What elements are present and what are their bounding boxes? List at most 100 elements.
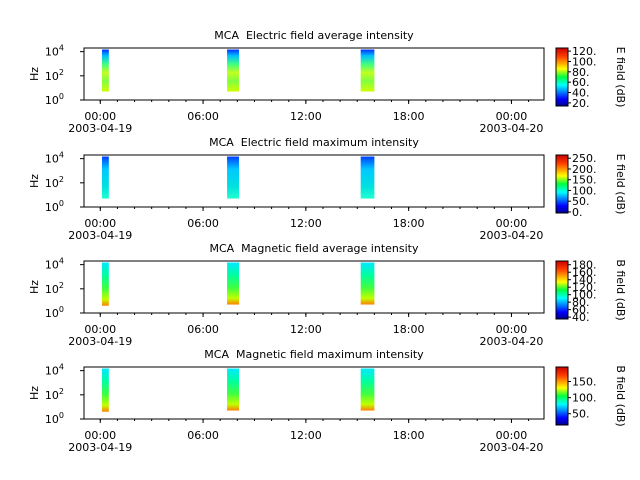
colorbar-tick-label: 140. bbox=[572, 274, 597, 287]
data-block bbox=[227, 49, 240, 92]
x-date-label: 2003-04-20 bbox=[479, 229, 543, 242]
plot-frame bbox=[83, 260, 545, 314]
data-block bbox=[227, 262, 240, 305]
x-tick-label: 06:00 bbox=[187, 110, 219, 123]
y-tick-base: 10 bbox=[45, 94, 59, 107]
colorbar-tick-label: 80. bbox=[572, 296, 590, 309]
x-tick-label: 00:00 bbox=[496, 429, 528, 442]
colorbar-tick-label: 20. bbox=[572, 97, 590, 110]
x-tick-label: 00:00 bbox=[496, 217, 528, 230]
plot-frame bbox=[83, 154, 545, 208]
x-date-label: 2003-04-20 bbox=[479, 335, 543, 348]
colorbar-tick-label: 100. bbox=[572, 55, 597, 68]
y-axis-label: Hz bbox=[28, 67, 41, 81]
y-tick-power: 2 bbox=[59, 175, 64, 184]
x-tick-label: 00:00 bbox=[496, 110, 528, 123]
colorbar-tick-label: 180. bbox=[572, 259, 597, 272]
y-tick-power: 0 bbox=[59, 199, 64, 208]
data-block bbox=[360, 156, 375, 199]
x-tick-label: 06:00 bbox=[187, 217, 219, 230]
y-tick-power: 0 bbox=[59, 305, 64, 314]
data-block bbox=[360, 368, 375, 411]
y-tick-base: 10 bbox=[45, 307, 59, 320]
data-block bbox=[360, 262, 375, 305]
y-tick-power: 0 bbox=[59, 411, 64, 420]
data-block bbox=[227, 368, 240, 411]
y-tick-base: 10 bbox=[45, 283, 59, 296]
colorbar-tick-label: 200. bbox=[572, 163, 597, 176]
y-tick-base: 10 bbox=[45, 389, 59, 402]
panel-title: MCA Electric field maximum intensity bbox=[209, 136, 419, 149]
colorbar bbox=[555, 47, 569, 107]
x-tick-label: 18:00 bbox=[393, 429, 425, 442]
y-tick-power: 4 bbox=[59, 257, 64, 266]
x-tick-label: 00:00 bbox=[84, 323, 116, 336]
y-tick-power: 2 bbox=[59, 281, 64, 290]
y-tick-label: 102 bbox=[45, 68, 64, 83]
colorbar-tick-label: 50. bbox=[572, 408, 590, 421]
colorbar-tick-label: 100. bbox=[572, 184, 597, 197]
x-tick-label: 18:00 bbox=[393, 217, 425, 230]
x-tick-label: 18:00 bbox=[393, 110, 425, 123]
data-block bbox=[101, 49, 109, 92]
colorbar-label: E field (dB) bbox=[614, 47, 627, 108]
colorbar-label: E field (dB) bbox=[614, 154, 627, 215]
y-tick-base: 10 bbox=[45, 177, 59, 190]
y-tick-label: 104 bbox=[45, 363, 64, 378]
x-tick-label: 00:00 bbox=[84, 217, 116, 230]
y-tick-power: 4 bbox=[59, 44, 64, 53]
colorbar-tick-label: 80. bbox=[572, 66, 590, 79]
y-tick-label: 100 bbox=[45, 92, 64, 107]
y-tick-base: 10 bbox=[45, 153, 59, 166]
x-date-label: 2003-04-19 bbox=[68, 441, 132, 454]
colorbar-label: B field (dB) bbox=[614, 259, 627, 320]
y-tick-power: 4 bbox=[59, 151, 64, 160]
colorbar bbox=[555, 154, 569, 214]
y-tick-base: 10 bbox=[45, 259, 59, 272]
colorbar bbox=[555, 366, 569, 426]
colorbar-tick-label: 150. bbox=[572, 376, 597, 389]
colorbar-tick-label: 150. bbox=[572, 174, 597, 187]
y-tick-label: 100 bbox=[45, 199, 64, 214]
data-block bbox=[360, 49, 375, 92]
data-block bbox=[101, 262, 109, 306]
x-tick-label: 12:00 bbox=[290, 110, 322, 123]
x-date-label: 2003-04-20 bbox=[479, 441, 543, 454]
x-tick-label: 00:00 bbox=[84, 110, 116, 123]
colorbar-tick-label: 60. bbox=[572, 76, 590, 89]
colorbar-label: B field (dB) bbox=[614, 365, 627, 426]
x-tick-label: 12:00 bbox=[290, 429, 322, 442]
y-tick-base: 10 bbox=[45, 365, 59, 378]
y-tick-label: 102 bbox=[45, 175, 64, 190]
colorbar-tick-label: 160. bbox=[572, 266, 597, 279]
x-date-label: 2003-04-19 bbox=[68, 122, 132, 135]
data-block bbox=[101, 156, 109, 199]
x-tick-label: 12:00 bbox=[290, 217, 322, 230]
colorbar-tick-label: 100. bbox=[572, 392, 597, 405]
colorbar-tick-label: 40. bbox=[572, 311, 590, 324]
y-tick-label: 100 bbox=[45, 305, 64, 320]
x-tick-label: 06:00 bbox=[187, 323, 219, 336]
y-axis-label: Hz bbox=[28, 386, 41, 400]
y-axis-label: Hz bbox=[28, 280, 41, 294]
panel-title: MCA Magnetic field maximum intensity bbox=[204, 348, 424, 361]
y-tick-label: 102 bbox=[45, 387, 64, 402]
colorbar-tick-label: 120. bbox=[572, 281, 597, 294]
y-tick-base: 10 bbox=[45, 70, 59, 83]
data-block bbox=[227, 156, 240, 199]
x-tick-label: 00:00 bbox=[84, 429, 116, 442]
y-tick-base: 10 bbox=[45, 46, 59, 59]
colorbar-tick-label: 40. bbox=[572, 87, 590, 100]
x-tick-label: 18:00 bbox=[393, 323, 425, 336]
colorbar-tick-label: 60. bbox=[572, 304, 590, 317]
y-tick-label: 104 bbox=[45, 151, 64, 166]
panel-title: MCA Magnetic field average intensity bbox=[209, 242, 418, 255]
colorbar bbox=[555, 260, 569, 320]
data-block bbox=[101, 368, 109, 412]
colorbar-tick-label: 250. bbox=[572, 152, 597, 165]
y-tick-base: 10 bbox=[45, 201, 59, 214]
colorbar-tick-label: 120. bbox=[572, 45, 597, 58]
colorbar-tick-label: 0. bbox=[572, 206, 583, 219]
plot-frame bbox=[83, 47, 545, 101]
